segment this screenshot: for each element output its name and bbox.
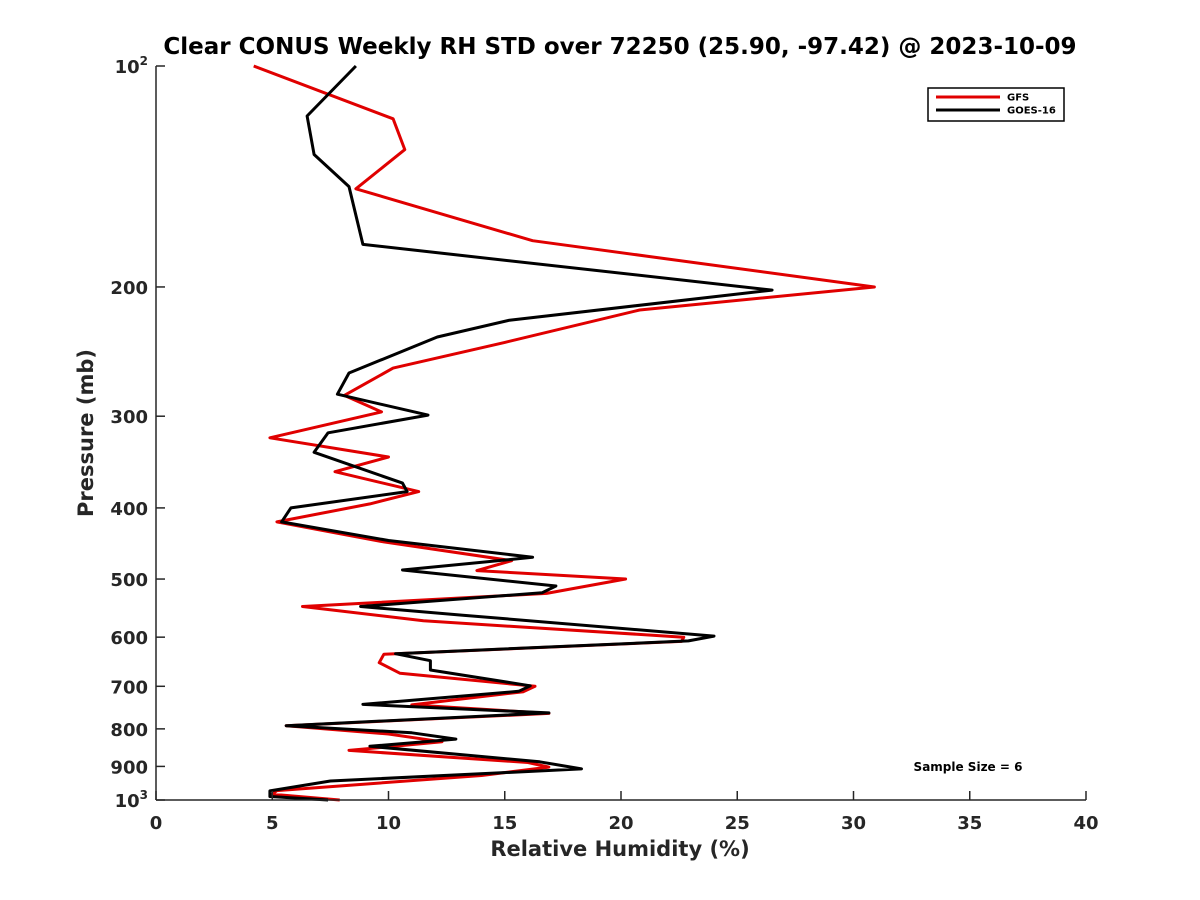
x-tick-label: 15 [492, 813, 517, 834]
sample-size-annotation: Sample Size = 6 [914, 760, 1023, 774]
chart-title: Clear CONUS Weekly RH STD over 72250 (25… [163, 34, 1076, 60]
x-axis-ticks: 0 5 10 15 20 25 30 35 40 [150, 791, 1099, 834]
x-tick-label: 10 [376, 813, 401, 834]
plot-area [253, 64, 876, 802]
x-axis-label: Relative Humidity (%) [490, 837, 749, 861]
x-tick-label: 35 [957, 813, 982, 834]
x-tick-label: 25 [725, 813, 750, 834]
x-tick-label: 0 [150, 813, 163, 834]
legend-box [927, 87, 1065, 122]
y-tick-label: 500 [110, 570, 148, 591]
x-tick-label: 5 [266, 813, 279, 834]
x-tick-label: 40 [1073, 813, 1098, 834]
y-tick-label: 800 [110, 720, 148, 741]
series-line-gfs [253, 64, 876, 802]
y-tick-label: 400 [110, 499, 148, 520]
y-tick-label: 200 [110, 278, 148, 299]
y-tick-label: 103 [115, 788, 148, 812]
y-tick-label: 900 [110, 757, 148, 778]
y-tick-label: 300 [110, 407, 148, 428]
x-tick-label: 30 [841, 813, 866, 834]
legend: GFS GOES-16 [927, 87, 1065, 122]
y-axis-ticks: 102 200 300 400 500 600 700 800 900 103 [110, 54, 165, 812]
y-tick-label: 102 [115, 54, 148, 78]
y-axis-label: Pressure (mb) [74, 349, 98, 517]
legend-entry: GOES-16 [1007, 106, 1056, 117]
x-tick-label: 20 [608, 813, 633, 834]
y-tick-label: 600 [110, 628, 148, 649]
series-line-goes-16 [268, 64, 774, 802]
y-tick-label: 700 [110, 677, 148, 698]
legend-entry: GFS [1007, 93, 1029, 104]
